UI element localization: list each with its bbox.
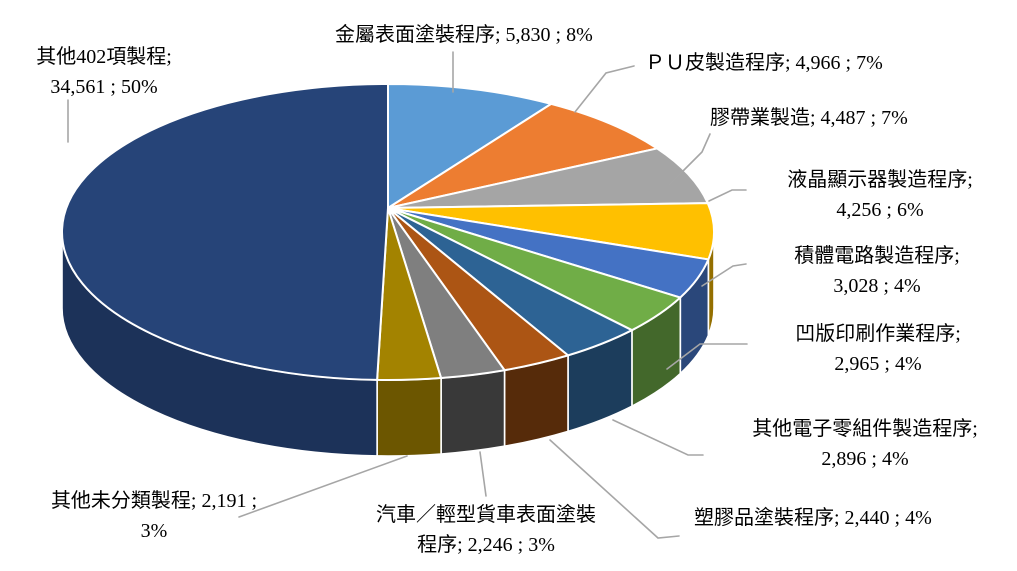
slice-label-line: 其他電子零組件製造程序; [752,418,978,440]
slice-label-5: 凹版印刷作業程序; 2,965 ; 4% [744,319,1012,379]
slice-label-3: 液晶顯示器製造程序; 4,256 ; 6% [744,165,1016,225]
slice-label-line: 2,965 ; 4% [834,353,922,375]
slice-label-line: 其他402項製程; [36,46,172,68]
leader-line-2 [669,133,711,185]
slice-label-2: 膠帶業製造; 4,487 ; 7% [710,103,908,133]
leader-line-7 [549,439,680,539]
pie-slice-0[interactable] [387,83,553,209]
leader-line-4 [701,263,747,287]
leader-line-1 [574,65,635,113]
pie-slice-3[interactable] [387,202,715,261]
slice-label-line: 汽車／輕型貨車表面塗裝 [376,504,596,526]
slice-label-line: 3% [140,520,168,542]
slice-label-10: 其他402項製程; 34,561 ; 50% [20,42,188,102]
slice-label-line: 其他未分類製程; 2,191 ; [50,490,258,512]
leader-line-3 [708,189,747,202]
slice-label-line: 34,561 ; 50% [50,76,158,98]
slice-label-line: ＰＵ皮製造程序; 4,966 ; 7% [645,52,883,74]
leader-line-6 [612,419,704,456]
slice-label-line: 金屬表面塗裝程序; 5,830 ; 8% [335,24,593,46]
slice-label-line: 2,896 ; 4% [821,448,909,470]
slice-label-7: 塑膠品塗裝程序; 2,440 ; 4% [694,503,932,533]
leader-line-8 [479,451,487,497]
slice-label-line: 積體電路製造程序; [794,245,960,267]
slice-label-line: 3,028 ; 4% [833,275,921,297]
pie-slice-1[interactable] [387,102,659,209]
pie-slice-2[interactable] [387,147,709,209]
leader-line-9 [238,455,408,518]
slice-label-line: 液晶顯示器製造程序; [787,169,973,191]
slice-label-line: 4,256 ; 6% [836,199,924,221]
slice-label-line: 膠帶業製造; 4,487 ; 7% [710,107,908,129]
slice-label-6: 其他電子零組件製造程序; 2,896 ; 4% [714,414,1016,474]
pie-slice-side-8 [440,369,506,455]
pie-slice-side-9 [376,377,442,457]
pie-slice-10[interactable] [61,83,389,381]
slice-label-line: 程序; 2,246 ; 3% [417,534,555,556]
slice-label-0: 金屬表面塗裝程序; 5,830 ; 8% [335,20,593,50]
slice-label-line: 塑膠品塗裝程序; 2,440 ; 4% [694,507,932,529]
leader-line-5 [666,343,748,370]
slice-label-line: 凹版印刷作業程序; [795,323,961,345]
slice-label-9: 其他未分類製程; 2,191 ; 3% [16,486,292,546]
slice-label-8: 汽車／輕型貨車表面塗裝 程序; 2,246 ; 3% [344,500,628,560]
slice-label-1: ＰＵ皮製造程序; 4,966 ; 7% [645,48,883,78]
slice-label-4: 積體電路製造程序; 3,028 ; 4% [741,241,1013,301]
